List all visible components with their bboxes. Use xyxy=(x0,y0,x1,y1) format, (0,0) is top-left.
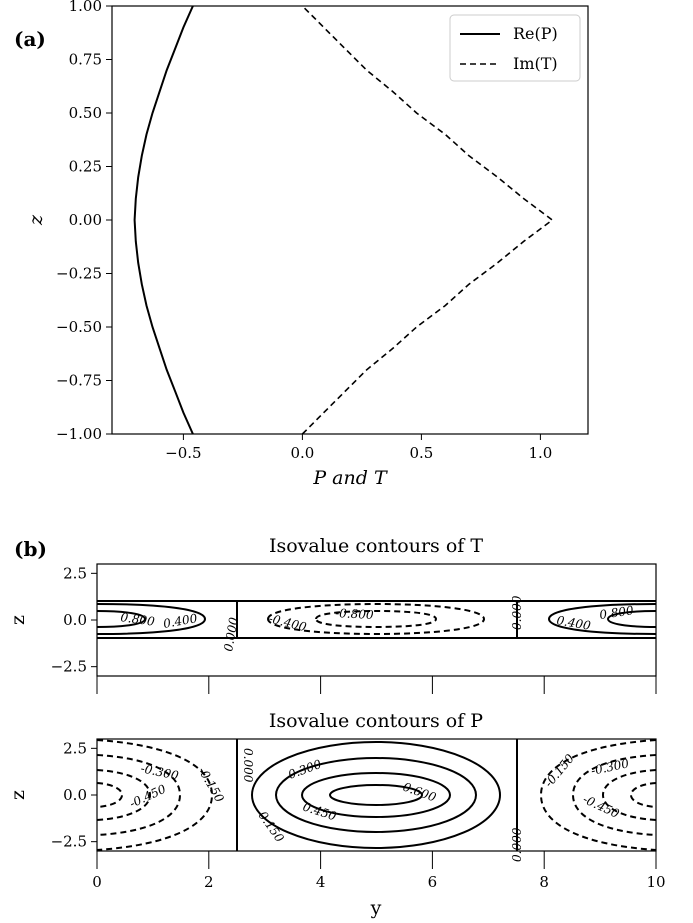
legend-entry-re-p: Re(P) xyxy=(513,24,558,43)
x-tick-label: 0 xyxy=(92,873,102,891)
panel-tag-a: (a) xyxy=(14,27,46,51)
line-chart-panel-a: (a) −0.5 0.0 0.5 1.0 −1.00 −0.75 −0.50 −0.25 0.… xyxy=(14,0,589,489)
t-label-0800-left: 0.800 xyxy=(120,610,156,629)
p-label-0000-left: 0.000 xyxy=(241,748,255,783)
y-tick-label-a: 0.75 xyxy=(69,51,102,69)
y-tick-label: 2.5 xyxy=(63,739,87,757)
y-tick-label-a: 0.00 xyxy=(69,211,102,229)
p-contour-045 xyxy=(301,772,451,818)
p-label-n0300-left: -0.300 xyxy=(139,761,180,783)
t-contour-left-inner xyxy=(96,610,147,628)
t-contour-center-outer xyxy=(266,602,486,636)
y-tick-label: −2.5 xyxy=(51,658,87,676)
p-contour-right-045 xyxy=(601,769,657,821)
contour-panel-p: Isovalue contours of P -0.300 -0.150 -0.… xyxy=(7,710,666,919)
t-label-0400-right: 0.400 xyxy=(555,613,592,633)
p-contour-right-060 xyxy=(629,782,657,808)
p-label-0150: 0.150 xyxy=(256,809,287,845)
y-tick-label: 2.5 xyxy=(63,564,87,582)
y-axis-label-p: z xyxy=(7,790,29,800)
t-label-n0400: -0.400 xyxy=(267,611,308,634)
t-contours xyxy=(96,601,657,638)
x-tick-label: 6 xyxy=(428,873,438,891)
x-tick-label-a: 1.0 xyxy=(528,444,552,462)
x-axis-label-p: y xyxy=(370,897,382,919)
y-tick-label-a: 0.50 xyxy=(69,104,102,122)
y-tick-label-a: 1.00 xyxy=(69,0,102,15)
y-tick-label: 0.0 xyxy=(63,786,87,804)
t-label-0000-right: 0.000 xyxy=(510,595,524,630)
x-tick-label: 8 xyxy=(539,873,549,891)
p-contour-left-045 xyxy=(96,769,152,821)
p-contour-left-030 xyxy=(96,754,182,836)
x-tick-label-a: 0.0 xyxy=(290,444,314,462)
y-axis-label-a: z xyxy=(25,214,47,226)
series-line-imt xyxy=(301,5,554,435)
y-tick-label: 0.0 xyxy=(63,611,87,629)
panel-tag-b: (b) xyxy=(14,537,47,561)
x-tick-label: 4 xyxy=(316,873,326,891)
t-contour-center-inner xyxy=(314,609,438,629)
t-label-0400-left: 0.400 xyxy=(162,611,199,631)
p-contour-left-060 xyxy=(96,782,124,808)
t-contour-right-outer xyxy=(547,603,657,635)
title-contours-t: Isovalue contours of T xyxy=(269,535,483,557)
y-tick-label-a: 0.25 xyxy=(69,158,102,176)
y-tick-label-a: −0.75 xyxy=(56,372,102,390)
x-tick-label: 2 xyxy=(204,873,214,891)
t-contour-left-outer xyxy=(96,603,207,635)
p-label-0600: 0.600 xyxy=(401,780,438,805)
p-contours xyxy=(96,739,657,851)
y-tick-label-a: −0.25 xyxy=(56,265,102,283)
legend-entry-im-t: Im(T) xyxy=(513,54,558,73)
p-label-0300: 0.300 xyxy=(286,757,323,782)
y-axis-label-t: z xyxy=(7,615,29,625)
p-contour-060 xyxy=(329,784,423,806)
t-label-0800-right: 0.800 xyxy=(598,603,634,622)
y-tick-label: −2.5 xyxy=(51,833,87,851)
legend-a: Re(P) Im(T) xyxy=(449,14,581,82)
t-label-n0800: -0.800 xyxy=(335,606,374,622)
p-label-0450: 0.450 xyxy=(301,800,338,824)
contour-panel-t: (b) Isovalue contours of T 0.800 0.400 0… xyxy=(7,535,657,694)
x-tick-label-a: 0.5 xyxy=(409,444,433,462)
p-contour-030 xyxy=(275,757,477,833)
p-contour-right-030 xyxy=(571,754,657,836)
y-tick-label-a: −0.50 xyxy=(56,318,102,336)
title-contours-p: Isovalue contours of P xyxy=(269,710,483,732)
p-label-n0450-left: -0.450 xyxy=(127,782,168,811)
x-tick-label: 10 xyxy=(646,873,665,891)
t-label-0000-left: 0.000 xyxy=(221,616,241,653)
p-label-n0450-right: -0.450 xyxy=(581,792,622,821)
t-contour-right-inner xyxy=(606,610,657,628)
x-tick-label-a: −0.5 xyxy=(165,444,201,462)
x-axis-label-a: P and T xyxy=(312,467,388,489)
p-label-0000-right: 0.000 xyxy=(510,827,524,862)
series-line-rep xyxy=(133,5,194,435)
p-label-n0150-right: -0.150 xyxy=(542,751,578,790)
y-tick-label-a: −1.00 xyxy=(56,425,102,443)
p-contour-015 xyxy=(251,741,501,849)
plot-frame-p xyxy=(96,738,657,852)
